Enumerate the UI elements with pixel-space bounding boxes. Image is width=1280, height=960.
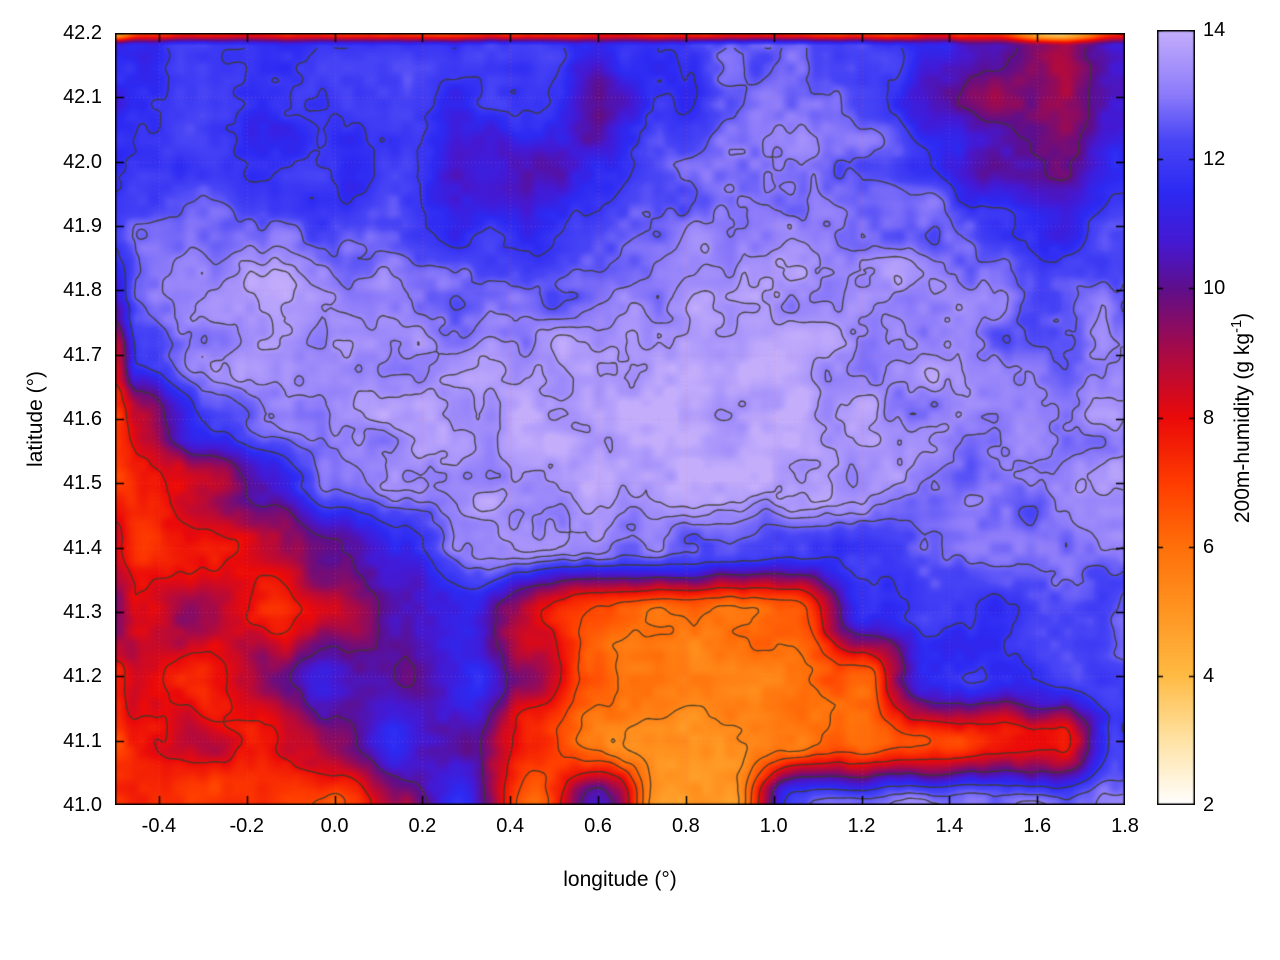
y-tick-label: 41.9 — [63, 215, 102, 237]
y-tick-label: 41.0 — [63, 794, 102, 816]
y-tick-label: 41.7 — [63, 343, 102, 366]
x-tick-label: 0.0 — [320, 815, 349, 837]
x-tick-label: 0.6 — [584, 815, 612, 837]
colorbar-tick-label: 10 — [1203, 277, 1226, 300]
x-tick-label: 1.4 — [935, 815, 964, 837]
y-tick-label: 41.3 — [63, 601, 102, 623]
colorbar-tick-label: 8 — [1203, 406, 1215, 429]
x-tick-label: 0.8 — [671, 815, 700, 837]
y-tick-label: 41.2 — [63, 665, 102, 688]
y-tick-label: 41.8 — [63, 279, 102, 302]
colorbar-label-superscript: -1 — [1229, 319, 1245, 333]
x-tick-label: 1.2 — [847, 815, 876, 837]
y-tick-label: 42.2 — [63, 22, 102, 44]
y-tick-label: 42.0 — [63, 150, 102, 173]
x-tick-label: -0.2 — [229, 815, 264, 837]
x-tick-label: -0.4 — [141, 815, 177, 837]
colorbar-label-suffix: ) — [1231, 312, 1254, 320]
y-tick-label: 41.1 — [63, 729, 102, 752]
y-tick-label: 42.1 — [63, 86, 102, 109]
y-tick-label: 41.4 — [63, 536, 102, 559]
colorbar-canvas — [1157, 30, 1195, 805]
heatmap-canvas — [115, 33, 1125, 805]
colorbar-tick-label: 2 — [1203, 794, 1215, 816]
y-tick-label: 41.6 — [63, 408, 102, 430]
x-tick-label: 1.8 — [1111, 815, 1139, 837]
x-tick-label: 0.2 — [408, 815, 437, 837]
x-tick-label: 0.4 — [496, 815, 525, 837]
colorbar-tick-label: 14 — [1203, 19, 1226, 41]
x-tick-label: 1.6 — [1023, 815, 1052, 837]
colorbar-tick-label: 4 — [1203, 664, 1215, 687]
colorbar-tick-label: 6 — [1203, 535, 1215, 558]
x-tick-label: 1.0 — [759, 815, 788, 837]
x-axis-label: longitude (°) — [563, 868, 677, 891]
colorbar-tick-label: 12 — [1203, 148, 1226, 171]
y-tick-label: 41.5 — [63, 472, 102, 495]
